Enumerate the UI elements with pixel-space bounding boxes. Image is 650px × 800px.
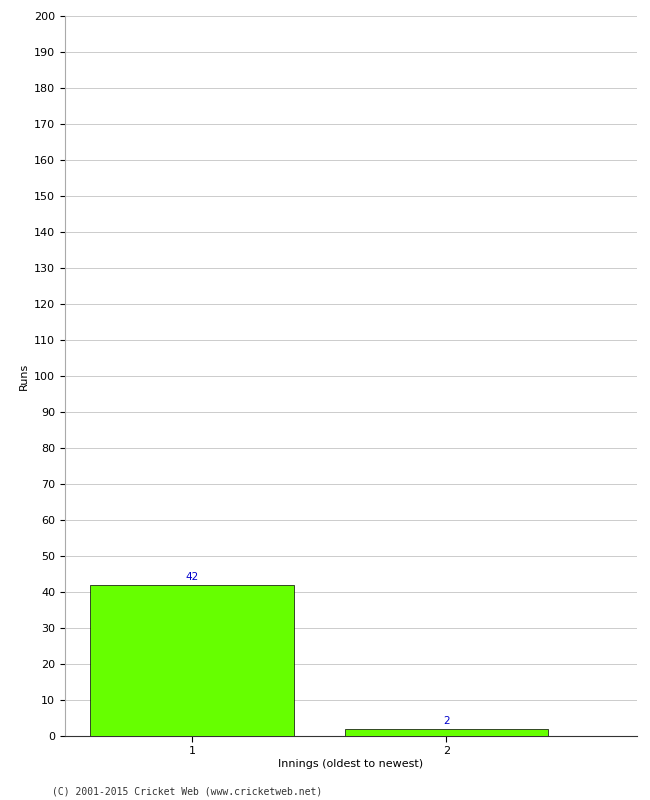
Y-axis label: Runs: Runs xyxy=(19,362,29,390)
X-axis label: Innings (oldest to newest): Innings (oldest to newest) xyxy=(278,759,424,769)
Bar xyxy=(344,729,548,736)
Text: 42: 42 xyxy=(185,572,199,582)
Bar xyxy=(90,585,294,736)
Text: (C) 2001-2015 Cricket Web (www.cricketweb.net): (C) 2001-2015 Cricket Web (www.cricketwe… xyxy=(52,786,322,796)
Text: 2: 2 xyxy=(443,716,450,726)
